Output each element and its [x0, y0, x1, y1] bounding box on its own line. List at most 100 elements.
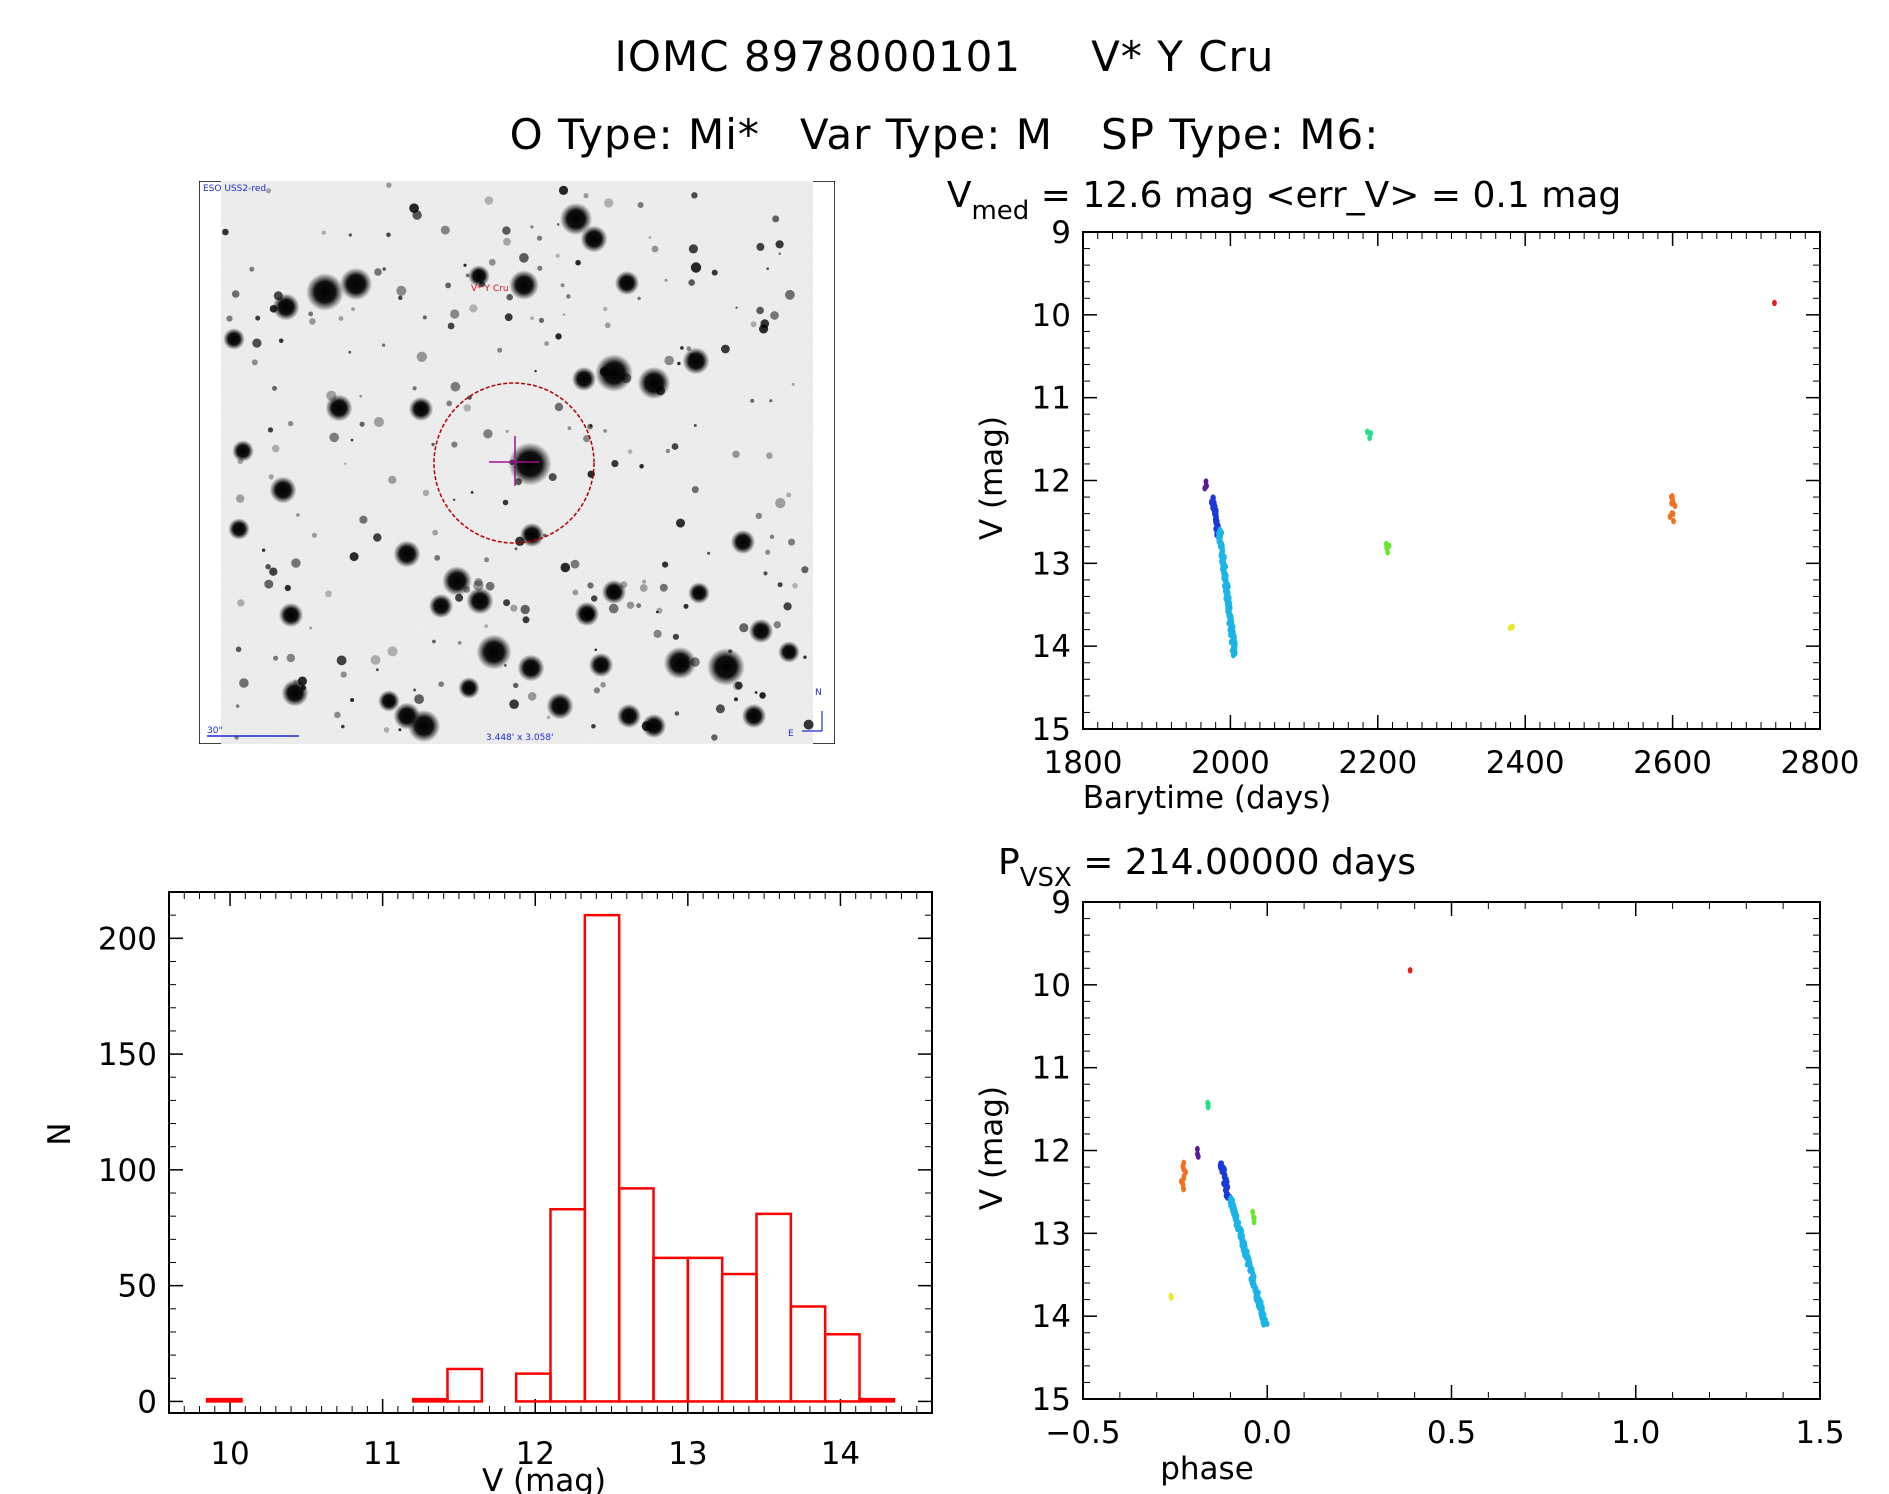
star-blob [476, 634, 512, 670]
faint-star [655, 386, 666, 396]
x-tick-label: 2000 [1191, 745, 1270, 781]
faint-star [463, 586, 471, 593]
faint-star [308, 311, 314, 317]
faint-star [226, 315, 233, 322]
faint-star [608, 603, 619, 614]
faint-star [451, 441, 458, 448]
star-name: V* Y Cru [1091, 32, 1275, 81]
faint-star [772, 215, 780, 223]
faint-star [504, 664, 507, 667]
star-blob [339, 267, 373, 301]
faint-star [438, 681, 444, 687]
faint-star [769, 399, 773, 403]
star-blob [601, 579, 627, 605]
data-point [1169, 1294, 1174, 1301]
histogram-bar [652, 1256, 690, 1403]
faint-star [383, 727, 390, 733]
finder-chart-image: ESO USS2-red V* Y Cru 30" 3.448' x 3.058… [199, 181, 835, 744]
faint-star [431, 442, 435, 447]
faint-star [600, 682, 606, 688]
faint-star [766, 452, 773, 460]
faint-star [510, 604, 518, 612]
x-tick-label: 1.5 [1795, 1415, 1844, 1451]
data-point [1250, 1208, 1256, 1216]
star-blob [730, 529, 756, 555]
star-blob [614, 270, 640, 296]
faint-star [463, 263, 467, 267]
y-tick-label: 12 [1032, 464, 1071, 500]
faint-star [639, 464, 644, 469]
data-point [1772, 299, 1777, 307]
faint-star [648, 236, 652, 239]
faint-star [504, 313, 513, 322]
faint-star [520, 604, 530, 615]
target-circle [433, 382, 595, 544]
faint-star [621, 373, 632, 384]
faint-star [505, 429, 509, 433]
data-point [1205, 1103, 1211, 1111]
faint-star [680, 346, 684, 350]
star-blob [517, 654, 545, 682]
faint-star [555, 333, 562, 340]
data-point [1251, 1218, 1257, 1226]
star-blob [428, 593, 454, 619]
faint-star [249, 266, 255, 272]
light-curve-title-sub: med [971, 196, 1029, 226]
y-tick-label: 9 [1051, 215, 1071, 251]
x-tick-label: 2600 [1633, 745, 1712, 781]
data-point [1367, 434, 1373, 442]
faint-star [715, 704, 725, 714]
light-curve-title-rest: = 12.6 mag <err_V> = 0.1 mag [1029, 175, 1621, 216]
faint-star [348, 233, 352, 237]
faint-star [594, 648, 598, 652]
faint-star [734, 697, 738, 702]
faint-star [734, 681, 743, 690]
star-blob [408, 396, 434, 422]
data-point [1507, 624, 1513, 632]
faint-star [530, 225, 534, 229]
faint-star [398, 728, 402, 732]
y-tick-label: 11 [1032, 381, 1071, 417]
faint-star [373, 416, 384, 428]
star-blob [223, 328, 245, 350]
faint-star [338, 316, 344, 321]
faint-star [252, 338, 262, 348]
histogram-bar [205, 1397, 243, 1403]
faint-star [791, 382, 795, 386]
faint-star [446, 400, 453, 407]
faint-star [434, 555, 441, 561]
faint-star [775, 497, 786, 509]
faint-star [739, 623, 749, 633]
star-blob [278, 602, 304, 628]
faint-star [538, 317, 545, 323]
faint-star [689, 352, 696, 359]
faint-star [750, 398, 755, 403]
faint-star [470, 491, 474, 494]
faint-star [775, 240, 784, 249]
faint-star [536, 235, 543, 241]
faint-star [759, 692, 766, 699]
faint-star [604, 322, 611, 329]
faint-star [735, 306, 738, 309]
compass-east-label: E [788, 729, 794, 739]
star-blob [559, 202, 593, 236]
faint-star [450, 381, 461, 392]
data-point [1672, 502, 1678, 509]
star-blob [707, 648, 745, 686]
faint-star [463, 404, 472, 412]
data-point [1264, 1320, 1270, 1327]
faint-star [359, 394, 363, 398]
y-tick-label: 14 [1032, 629, 1071, 665]
star-blob [519, 522, 545, 548]
faint-star [691, 486, 699, 494]
faint-star [777, 582, 783, 588]
faint-star [803, 719, 814, 730]
faint-star [803, 655, 807, 659]
faint-star [665, 448, 671, 454]
data-point [1407, 967, 1413, 974]
faint-star [691, 192, 698, 199]
faint-star [381, 343, 386, 347]
faint-star [251, 359, 258, 366]
faint-star [566, 294, 571, 299]
